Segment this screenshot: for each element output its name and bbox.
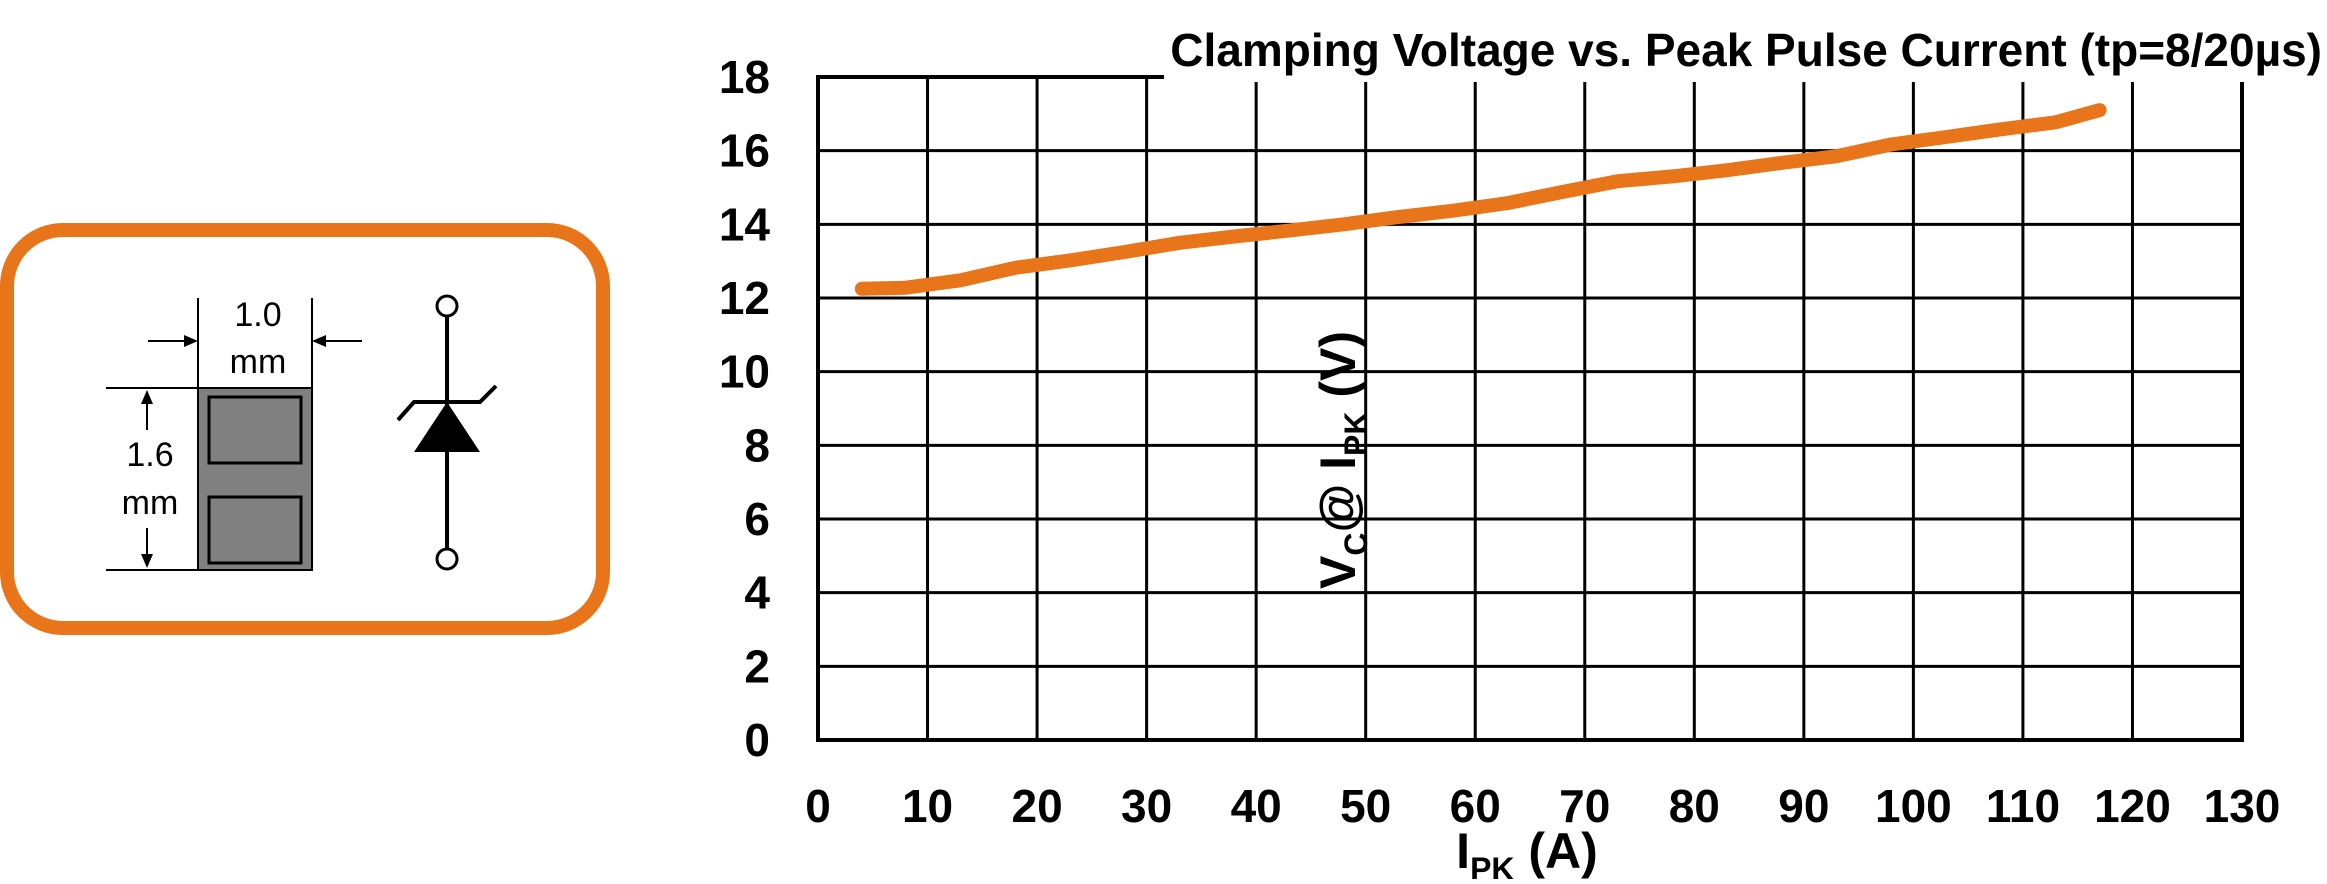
x-tick-label-9: 90 (1778, 780, 1829, 832)
plot-frame (816, 75, 2244, 742)
x-tick-labels: 0 10 20 30 40 50 60 70 80 90 100 110 120 130 (805, 780, 2280, 832)
arrow-up-icon (141, 390, 153, 404)
arrow-left-icon (312, 335, 326, 347)
x-tick-label-8: 80 (1669, 780, 1720, 832)
y-axis-label-a-sub: C (1338, 533, 1374, 556)
height-dim-unit: mm (122, 484, 179, 522)
y-tick-label-3: 6 (744, 493, 770, 545)
y-axis-label-b: @ I (1310, 456, 1366, 533)
grid (816, 75, 2244, 742)
width-dim-value: 1.0 (234, 296, 281, 334)
package-panel: 1.0 mm 1.6 mm (0, 0, 620, 879)
x-tick-label-0: 0 (805, 780, 831, 832)
y-tick-label-5: 10 (719, 346, 770, 398)
height-dim-value: 1.6 (126, 436, 173, 474)
chart-panel: 0 10 20 30 40 50 60 70 80 90 100 110 120 130 0 2 4 6 8 10 1… (620, 0, 2327, 884)
x-tick-label-5: 50 (1340, 780, 1391, 832)
y-tick-label-1: 2 (744, 640, 770, 692)
arrow-down-icon (141, 554, 153, 568)
chart: 0 10 20 30 40 50 60 70 80 90 100 110 120 130 0 2 4 6 8 10 1… (719, 22, 2327, 884)
y-tick-label-8: 16 (719, 125, 770, 177)
y-axis-label-c: (V) (1310, 331, 1366, 412)
x-axis-label-rest: (A) (1515, 823, 1598, 879)
x-tick-label-11: 110 (1986, 780, 2060, 832)
arrow-right-icon (184, 335, 198, 347)
y-tick-label-0: 0 (744, 714, 770, 766)
y-tick-label-6: 12 (719, 272, 770, 324)
x-tick-label-6: 60 (1450, 780, 1501, 832)
x-axis-label-sub: PK (1470, 851, 1514, 879)
package-pad-top (207, 395, 303, 465)
width-dim-unit: mm (230, 343, 287, 381)
package-drawing: 1.0 mm 1.6 mm (0, 223, 610, 635)
y-tick-labels: 0 2 4 6 8 10 12 14 16 18 (719, 51, 771, 766)
y-tick-label-7: 14 (719, 198, 771, 250)
y-axis-label: VC@ IPK (V) (1310, 331, 1374, 589)
y-tick-label-2: 4 (744, 567, 770, 619)
chart-title: Clamping Voltage vs. Peak Pulse Current … (1170, 24, 2322, 76)
x-tick-label-12: 120 (2094, 780, 2171, 832)
x-tick-label-1: 10 (902, 780, 953, 832)
y-tick-label-9: 18 (719, 51, 770, 103)
y-axis-label-a: V (1310, 555, 1366, 589)
tvs-diode-icon (396, 294, 498, 571)
x-tick-label-4: 40 (1231, 780, 1282, 832)
x-tick-label-13: 130 (2204, 780, 2281, 832)
package-pad-bottom (207, 495, 303, 565)
x-tick-label-3: 30 (1121, 780, 1172, 832)
x-tick-label-10: 100 (1875, 780, 1952, 832)
package-border (0, 223, 610, 635)
y-tick-label-4: 8 (744, 419, 770, 471)
series-line (854, 103, 2107, 296)
x-tick-label-7: 70 (1559, 780, 1610, 832)
x-tick-label-2: 20 (1011, 780, 1062, 832)
y-axis-label-b-sub: PK (1338, 412, 1374, 456)
title-background (1164, 22, 2327, 82)
x-axis-label-main: I (1456, 823, 1470, 879)
